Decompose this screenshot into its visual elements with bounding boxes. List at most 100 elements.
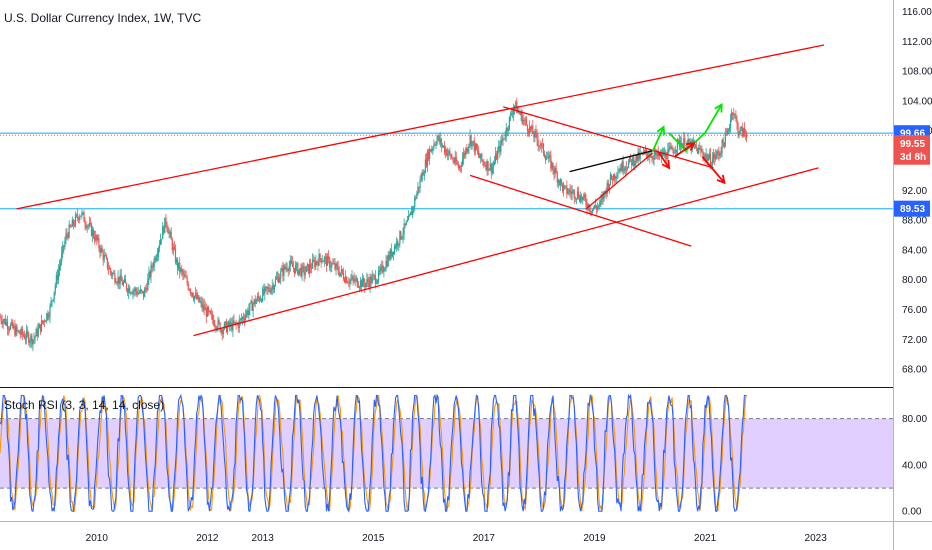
candle-body: [0, 317, 2, 321]
candle-body: [504, 136, 506, 139]
candle-body: [369, 277, 371, 288]
candle-body: [575, 198, 577, 199]
candle-body: [346, 276, 348, 283]
candle-body: [440, 138, 442, 146]
candle-body: [735, 114, 737, 120]
candle-body: [103, 254, 105, 260]
candle-body: [257, 296, 260, 298]
candle-body: [78, 217, 80, 220]
candle-body: [154, 258, 156, 261]
candle-body: [316, 261, 318, 263]
candle-body: [187, 283, 189, 290]
trend-line[interactable]: [585, 152, 653, 210]
candle-body: [704, 156, 706, 159]
candle-body: [269, 290, 271, 293]
candle-body: [318, 254, 320, 266]
candle-body: [438, 136, 440, 143]
arrow-path[interactable]: [657, 151, 670, 169]
candle-body: [99, 247, 101, 253]
trend-line[interactable]: [569, 150, 653, 173]
candle-body: [258, 297, 261, 301]
candle-body: [565, 185, 567, 187]
candle-body: [243, 319, 246, 321]
candle-body: [173, 247, 176, 249]
candle-body: [365, 283, 367, 288]
candle-body: [502, 138, 504, 142]
arrow-head: [685, 142, 696, 151]
arrow-path[interactable]: [668, 104, 723, 153]
candle-body: [650, 155, 652, 158]
candle-body: [587, 204, 589, 209]
candle-body: [677, 139, 680, 141]
candle-body: [624, 167, 626, 171]
candle-body: [64, 241, 66, 248]
candle-body: [170, 231, 172, 240]
candle-body: [578, 198, 581, 202]
trend-line[interactable]: [469, 174, 692, 247]
candle-body: [302, 265, 304, 267]
candle-body: [261, 299, 263, 302]
candle-body: [617, 172, 619, 177]
candle-body: [61, 252, 63, 262]
candle-body: [597, 206, 599, 210]
candle-body: [459, 166, 462, 168]
candle-body: [567, 192, 569, 194]
candle-body: [137, 292, 139, 295]
candle-body: [31, 335, 33, 345]
candle-body: [178, 262, 180, 269]
candle-body: [215, 326, 217, 329]
arrow-path[interactable]: [701, 156, 726, 184]
candle-body: [485, 165, 487, 170]
candle-body: [185, 277, 187, 278]
indicator-axis[interactable]: 80.00 40.00 0.00: [902, 414, 927, 518]
trend-line[interactable]: [193, 167, 819, 337]
candle-body: [577, 191, 580, 199]
candle-body: [120, 274, 122, 281]
candle-body: [739, 128, 741, 134]
candle-body: [474, 143, 476, 152]
candle-body: [308, 264, 311, 274]
candle-body: [283, 265, 285, 276]
candle-body: [729, 119, 732, 128]
candle-body: [483, 161, 485, 166]
arrow-path[interactable]: [674, 142, 695, 158]
candle-body: [164, 217, 166, 233]
candle-body: [720, 153, 722, 154]
candle-body: [139, 289, 141, 293]
candle-body: [155, 257, 157, 261]
candle-body: [30, 335, 32, 342]
candle-body: [46, 313, 48, 322]
candle-body: [721, 139, 723, 154]
candle-body: [626, 167, 629, 169]
price-tag-label: 3d 8h: [900, 152, 926, 163]
candle-body: [329, 258, 331, 268]
candle-body: [610, 174, 613, 180]
candle-body: [593, 205, 596, 209]
candle-body: [632, 157, 634, 166]
stoch-d-line: [0, 393, 748, 512]
candle-body: [405, 221, 407, 226]
candle-body: [91, 229, 94, 236]
candle-body: [591, 209, 593, 213]
trend-line[interactable]: [503, 106, 714, 169]
arrow-path[interactable]: [651, 126, 665, 152]
candle-body: [353, 278, 355, 282]
candle-body: [583, 194, 585, 198]
candle-body: [115, 282, 117, 283]
candle-body: [693, 144, 696, 146]
candle-body: [647, 153, 649, 157]
time-axis[interactable]: 2010 2012 2013 2015 2017 2019 2021 2023: [86, 533, 828, 544]
candle-body: [70, 226, 72, 228]
candle-body: [655, 151, 657, 156]
candle-body: [16, 326, 18, 331]
candle-body: [471, 141, 473, 146]
candle-body: [391, 251, 394, 257]
candle-body: [240, 318, 243, 320]
candle-body: [58, 266, 61, 271]
candle-body: [686, 142, 688, 149]
candle-body: [192, 296, 195, 300]
candle-body: [36, 329, 38, 337]
trend-line[interactable]: [16, 44, 825, 210]
candle-body: [724, 133, 726, 147]
